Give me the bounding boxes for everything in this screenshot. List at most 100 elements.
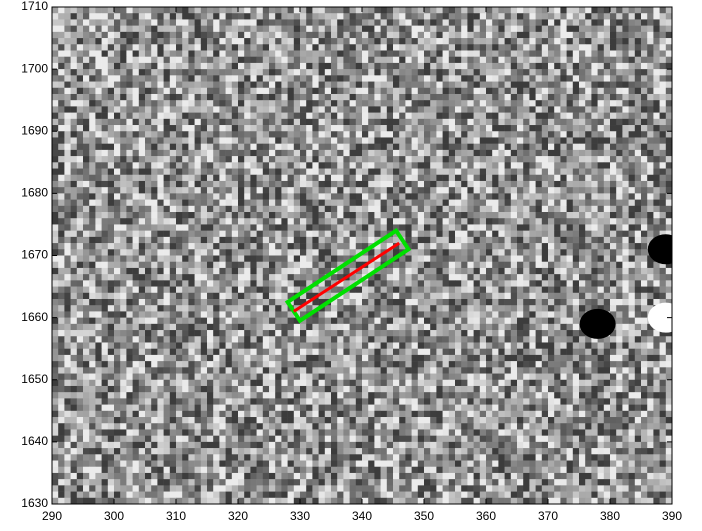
pixel [281,224,288,231]
pixel [312,106,319,113]
pixel [653,87,660,95]
pixel [318,212,326,219]
pixel [591,87,598,95]
pixel [262,118,270,126]
pixel [405,286,412,294]
pixel [194,81,202,89]
pixel [368,292,375,300]
pixel [219,93,226,101]
pixel [157,50,164,57]
pixel [132,125,140,132]
pixel [207,137,214,144]
pixel [318,187,326,194]
pixel [58,255,65,263]
pixel [498,156,505,163]
pixel [386,193,394,200]
pixel [510,218,518,225]
pixel [486,205,493,213]
pixel [393,56,400,64]
pixel [417,112,425,120]
pixel [151,143,158,151]
pixel [182,131,189,138]
pixel [597,298,605,306]
pixel [591,75,598,82]
pixel [126,174,133,182]
pixel [207,100,214,107]
pixel [374,112,381,120]
pixel [219,267,226,275]
pixel [114,69,121,76]
pixel [269,218,276,225]
pixel [58,174,65,182]
pixel [517,236,524,244]
pixel [52,180,59,188]
pixel [442,93,450,101]
pixel [665,118,672,126]
pixel [455,218,462,225]
pixel [76,87,84,95]
pixel [374,93,381,101]
pixel [597,100,605,107]
pixel [374,180,381,188]
pixel [83,267,90,275]
pixel [430,106,437,113]
pixel [145,261,152,269]
pixel [535,93,543,101]
pixel [405,75,412,82]
pixel [560,236,567,244]
pixel [107,38,115,45]
pixel [665,274,672,281]
pixel [95,305,102,312]
pixel [219,180,226,188]
pixel [281,249,288,256]
pixel [368,187,375,194]
pixel [665,187,672,194]
pixel [622,286,629,294]
pixel [300,193,307,200]
pixel [386,298,394,306]
pixel [349,286,357,294]
pixel [120,44,127,51]
pixel [64,249,71,256]
pixel [138,243,146,250]
pixel [293,112,301,120]
pixel [275,25,282,33]
pixel [194,212,202,219]
pixel [337,305,344,312]
pixel [467,44,474,51]
pixel [300,62,307,70]
pixel [579,236,586,244]
pixel [424,205,431,213]
pixel [541,199,549,207]
pixel [145,230,152,238]
pixel [157,305,164,312]
pixel [653,180,660,188]
pixel [634,75,642,82]
pixel [337,100,344,107]
pixel [275,305,282,312]
pixel [417,212,425,219]
pixel [448,112,456,120]
pixel [349,44,357,51]
pixel [151,69,158,76]
pixel [331,69,338,76]
pixel [572,274,580,281]
pixel [318,261,326,269]
pixel [200,75,208,82]
pixel [566,230,574,238]
pixel [219,311,226,318]
pixel [554,143,561,151]
pixel [89,180,96,188]
pixel [349,62,357,70]
pixel [101,69,109,76]
pixel [554,156,561,163]
pixel [622,292,629,300]
pixel [610,274,617,281]
pixel [597,199,605,207]
pixel [200,261,208,269]
pixel [194,118,202,126]
pixel [238,143,245,151]
pixel [554,100,561,107]
pixel [132,44,140,51]
pixel [349,162,357,169]
